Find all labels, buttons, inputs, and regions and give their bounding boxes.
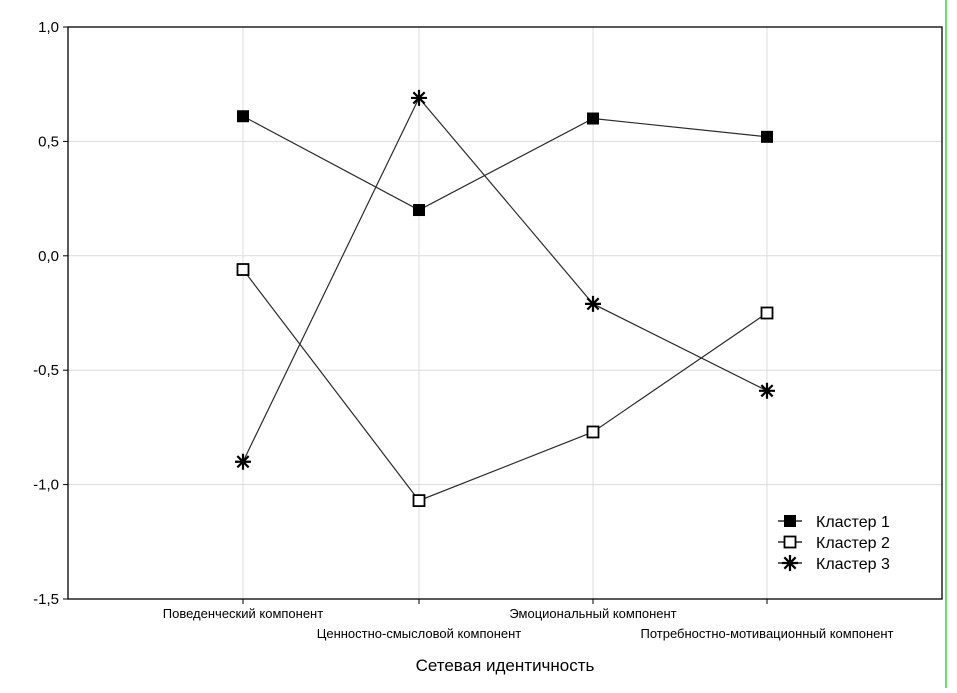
point-marker bbox=[761, 130, 773, 143]
x-category-label: Поведенческий компонент bbox=[163, 606, 323, 621]
point-marker bbox=[586, 425, 600, 439]
y-tick-label: 1,0 bbox=[38, 19, 59, 36]
y-tick-label: -0,5 bbox=[33, 362, 59, 379]
x-category-label: Эмоциональный компонент bbox=[509, 606, 676, 621]
legend-item: Кластер 3 bbox=[778, 555, 890, 573]
series-group bbox=[235, 89, 775, 508]
series-2 bbox=[236, 263, 774, 508]
series-3 bbox=[235, 89, 775, 470]
point-marker bbox=[587, 112, 599, 125]
y-tick-label: -1,0 bbox=[33, 477, 59, 494]
legend-item: Кластер 1 bbox=[778, 514, 890, 531]
legend-label: Кластер 3 bbox=[816, 556, 890, 573]
legend-item: Кластер 2 bbox=[778, 535, 890, 552]
y-tick-label: 0,5 bbox=[38, 133, 59, 150]
series-line bbox=[242, 96, 768, 462]
point-marker bbox=[237, 110, 249, 123]
point-marker bbox=[235, 453, 251, 470]
point-marker bbox=[411, 89, 427, 106]
point-marker bbox=[784, 515, 796, 527]
point-marker bbox=[585, 295, 601, 312]
x-category-label: Ценностно-смысловой компонент bbox=[317, 626, 522, 641]
x-axis-title: Сетевая идентичность bbox=[416, 656, 595, 675]
y-tick-label: -1,5 bbox=[33, 591, 59, 608]
point-marker bbox=[413, 204, 425, 217]
series-line bbox=[242, 115, 768, 211]
y-tick-label: 0,0 bbox=[38, 248, 59, 265]
plot-area bbox=[67, 26, 943, 600]
x-axis: Поведенческий компонент Ценностно-смыслов… bbox=[163, 599, 894, 641]
point-marker bbox=[760, 306, 774, 320]
point-marker bbox=[783, 535, 797, 549]
point-marker bbox=[236, 263, 250, 276]
legend-label: Кластер 2 bbox=[816, 535, 890, 552]
point-marker bbox=[759, 382, 775, 399]
series-line bbox=[242, 269, 768, 502]
x-category-label: Потребностно-мотивационный компонент bbox=[640, 626, 893, 641]
point-marker bbox=[412, 494, 426, 508]
series-1 bbox=[237, 110, 773, 217]
y-axis: 1,0 0,5 0,0 -0,5 -1,0 -1,5 bbox=[33, 19, 68, 608]
point-marker bbox=[782, 555, 798, 571]
legend-label: Кластер 1 bbox=[816, 514, 890, 531]
legend: Кластер 1 Кластер 2 Кластер 3 bbox=[778, 514, 890, 573]
